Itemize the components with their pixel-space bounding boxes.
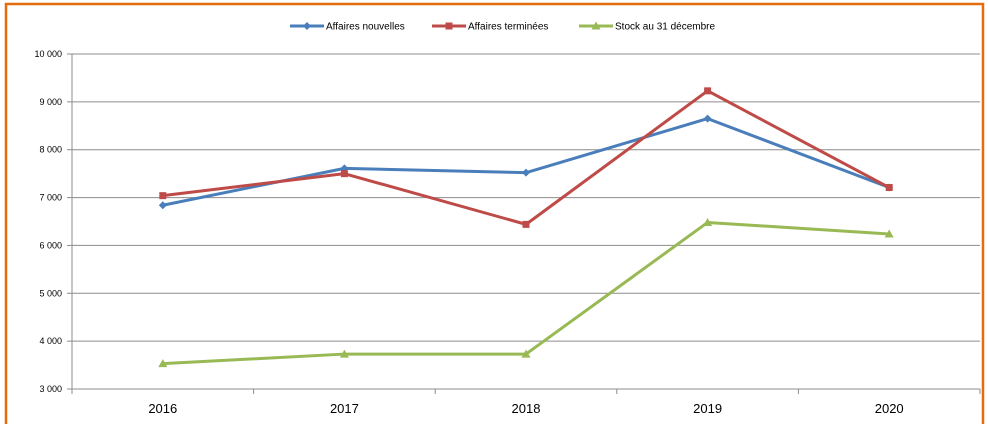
legend-marker — [303, 22, 311, 30]
data-point — [159, 192, 167, 200]
y-tick-label: 6 000 — [39, 240, 62, 250]
y-tick-label: 8 000 — [39, 145, 62, 155]
y-tick-label: 4 000 — [39, 336, 62, 346]
y-tick-label: 5 000 — [39, 288, 62, 298]
legend-marker — [445, 22, 453, 30]
data-point — [704, 87, 712, 95]
x-tick-label: 2016 — [148, 401, 177, 416]
data-point — [703, 114, 712, 123]
y-tick-label: 9 000 — [39, 97, 62, 107]
legend-label: Affaires nouvelles — [326, 22, 405, 33]
data-point — [885, 184, 893, 192]
x-tick-label: 2020 — [875, 401, 904, 416]
legend-label: Affaires terminées — [468, 22, 548, 33]
y-tick-label: 10 000 — [34, 49, 62, 59]
legend: Affaires nouvelles Affaires terminées Stoc… — [290, 21, 715, 33]
x-tick-label: 2018 — [512, 401, 541, 416]
legend-item-2: Stock au 31 décembre — [579, 21, 715, 33]
data-point — [703, 217, 713, 226]
chart-border — [4, 2, 985, 424]
data-point — [339, 349, 349, 358]
legend-label: Stock au 31 décembre — [615, 22, 715, 33]
legend-marker — [591, 21, 601, 30]
data-point — [884, 229, 894, 238]
data-point — [522, 168, 530, 177]
y-tick-label: 7 000 — [39, 193, 62, 203]
x-tick-label: 2017 — [330, 401, 359, 416]
y-axis: 3 000 4 000 5 000 6 000 7 000 8 000 9 000 10 00… — [34, 49, 73, 394]
series-2 — [158, 217, 894, 368]
x-tick-label: 2019 — [693, 401, 722, 416]
legend-item-0: Affaires nouvelles — [290, 22, 405, 33]
data-point — [340, 170, 348, 178]
y-tick-label: 3 000 — [39, 384, 62, 394]
data-point — [158, 201, 167, 210]
x-axis: 2016 2017 2018 2019 2020 — [71, 389, 981, 416]
gridlines — [72, 53, 980, 390]
data-point — [522, 220, 530, 228]
series-1 — [159, 87, 893, 228]
data-point — [158, 359, 168, 368]
series-layer — [158, 87, 894, 368]
data-point — [521, 349, 531, 358]
legend-item-1: Affaires terminées — [432, 22, 548, 33]
